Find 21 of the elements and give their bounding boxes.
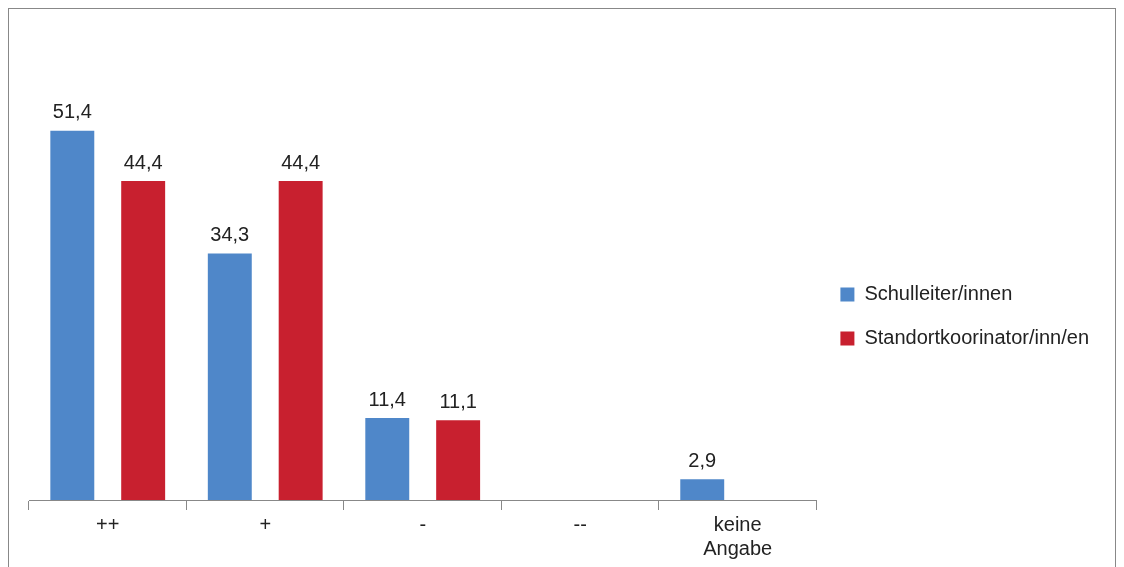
data-label: 2,9 — [688, 448, 717, 471]
bar — [50, 130, 95, 500]
bar — [278, 181, 323, 500]
bar — [436, 420, 481, 500]
legend-label: Schulleiter/innen — [864, 282, 1013, 305]
x-tick-label: - — [419, 512, 427, 535]
data-label: 11,1 — [439, 389, 477, 412]
bar — [121, 181, 166, 500]
data-label: 34,3 — [210, 223, 250, 246]
x-tick-label: -- — [573, 512, 587, 535]
data-label: 44,4 — [281, 150, 321, 173]
data-label: 44,4 — [123, 150, 163, 173]
bar — [680, 479, 725, 500]
data-label: 51,4 — [52, 100, 92, 123]
x-tick-label: ++ — [96, 512, 120, 535]
bar — [207, 253, 252, 500]
data-label: 11,4 — [368, 387, 406, 410]
x-tick-label: + — [259, 512, 272, 535]
x-tick-label: keine Angabe — [703, 512, 773, 559]
legend-label: Standortkoorinator/inn/en — [864, 326, 1089, 349]
bar — [365, 418, 410, 500]
